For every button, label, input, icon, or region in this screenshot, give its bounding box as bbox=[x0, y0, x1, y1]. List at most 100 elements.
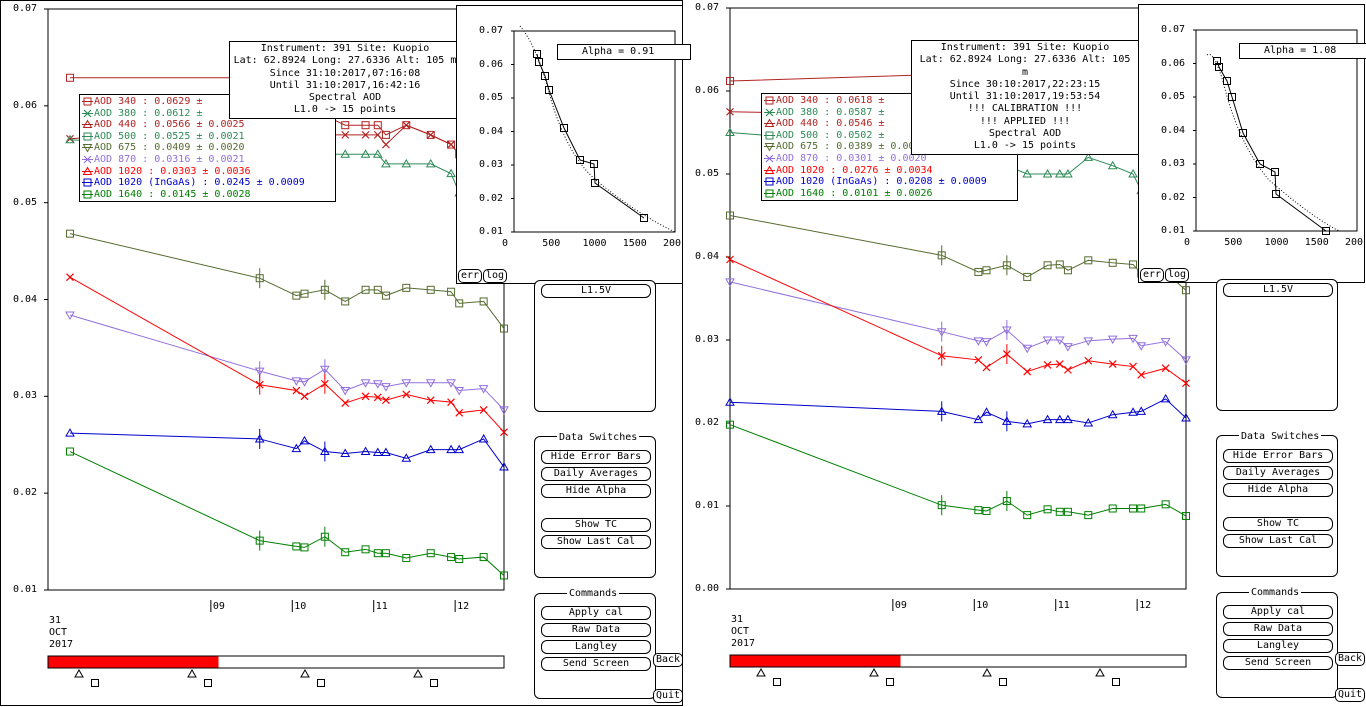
legend-value: : 0.0101 ± 0.0026 bbox=[824, 187, 933, 199]
date-label: 31 bbox=[49, 615, 62, 626]
daily-averages-button[interactable]: Daily Averages bbox=[541, 467, 651, 481]
apply-cal-button[interactable]: Apply cal bbox=[541, 606, 651, 620]
langley-button[interactable]: Langley bbox=[1223, 639, 1333, 653]
back-button[interactable]: Back bbox=[653, 653, 684, 667]
hide-error-bars-button[interactable]: Hide Error Bars bbox=[541, 450, 651, 464]
quit-button[interactable]: Quit bbox=[1335, 688, 1366, 702]
legend-entry: AOD 1640 : 0.0145 ± 0.0028 bbox=[82, 189, 332, 201]
commands-title: Commands bbox=[567, 588, 620, 599]
alpha-inset-chart: 0.07 0.06 0.05 0.04 0.03 0.02 0.01 0 500 1000 1500… bbox=[456, 5, 691, 284]
plot-frame bbox=[729, 7, 1187, 590]
hide-alpha-button[interactable]: Hide Alpha bbox=[1223, 483, 1333, 497]
legend-value: : 0.0525 ± 0.0021 bbox=[136, 130, 245, 142]
legend-name: AOD 1020 bbox=[776, 164, 825, 176]
apply-cal-button[interactable]: Apply cal bbox=[1223, 605, 1333, 619]
x-tick-label: 09 bbox=[212, 601, 225, 612]
data-point bbox=[1023, 367, 1032, 376]
quit-button[interactable]: Quit bbox=[653, 689, 684, 703]
series-aod-1020-ingaas- bbox=[725, 393, 1191, 432]
left-aod-window: 0.07 0.06 0.05 0.04 0.03 0.02 0.01 09 10 11 12 31 OC… bbox=[0, 0, 691, 706]
data-point bbox=[447, 398, 455, 407]
data-point bbox=[1054, 336, 1065, 346]
daily-averages-button[interactable]: Daily Averages bbox=[1223, 466, 1333, 480]
info-line: !!! CALIBRATION !!! bbox=[967, 103, 1083, 115]
data-point bbox=[341, 399, 350, 408]
data-point bbox=[1128, 168, 1138, 178]
alpha-data-point bbox=[591, 179, 599, 187]
time-marker bbox=[74, 668, 84, 678]
legend-entry: AOD 870 : 0.0316 ± 0.0021 bbox=[82, 154, 332, 166]
data-point bbox=[65, 428, 75, 437]
data-point bbox=[426, 285, 435, 294]
data-point bbox=[254, 433, 265, 443]
legend-name: AOD 870 bbox=[776, 152, 819, 164]
send-screen-button[interactable]: Send Screen bbox=[541, 657, 651, 671]
data-point bbox=[341, 297, 350, 306]
y-tick-label: 0.02 bbox=[13, 487, 38, 499]
legend-marker-shape bbox=[765, 177, 774, 186]
data-point bbox=[1129, 260, 1138, 269]
legend-marker-icon bbox=[82, 97, 93, 106]
alpha-inset-svg bbox=[1193, 29, 1358, 235]
data-point bbox=[65, 229, 74, 238]
langley-button[interactable]: Langley bbox=[541, 640, 651, 654]
info-line: L1.0 -> 15 points bbox=[293, 104, 397, 116]
hide-alpha-button[interactable]: Hide Alpha bbox=[541, 484, 651, 498]
back-button[interactable]: Back bbox=[1335, 652, 1366, 666]
alpha-data-point bbox=[590, 160, 598, 168]
show-last-cal-button[interactable]: Show Last Cal bbox=[1223, 534, 1333, 548]
data-point bbox=[320, 285, 329, 294]
data-point bbox=[361, 121, 370, 130]
level-button[interactable]: L1.5V bbox=[541, 284, 651, 298]
info-box: Instrument: 391 Site: Kuopio Lat: 62.8924… bbox=[911, 40, 1139, 155]
info-line: L1.0 -> 15 points bbox=[973, 140, 1077, 152]
data-point bbox=[65, 311, 75, 321]
data-point bbox=[726, 420, 734, 429]
data-point bbox=[478, 385, 489, 394]
legend-name: AOD 380 bbox=[94, 107, 137, 119]
data-point bbox=[1181, 413, 1191, 422]
alpha-data-point bbox=[1272, 190, 1280, 198]
time-marker bbox=[886, 678, 894, 686]
err-button[interactable]: err bbox=[458, 269, 483, 283]
err-button[interactable]: err bbox=[1140, 268, 1165, 282]
data-point bbox=[1001, 416, 1012, 425]
data-point bbox=[1136, 406, 1147, 415]
alpha-data-point bbox=[640, 214, 648, 222]
data-point bbox=[455, 555, 464, 564]
inset-y-tick-label: 0.01 bbox=[479, 226, 504, 237]
data-point bbox=[425, 158, 436, 168]
data-point bbox=[1022, 418, 1033, 428]
raw-data-button[interactable]: Raw Data bbox=[1223, 622, 1333, 636]
log-button[interactable]: log bbox=[1165, 268, 1190, 282]
show-tc-button[interactable]: Show TC bbox=[541, 518, 651, 532]
legend-name: AOD 870 bbox=[94, 153, 137, 165]
show-tc-button[interactable]: Show TC bbox=[1223, 517, 1333, 531]
raw-data-button[interactable]: Raw Data bbox=[541, 623, 651, 637]
data-point bbox=[499, 462, 509, 471]
data-point bbox=[291, 443, 302, 453]
legend-marker-icon bbox=[82, 144, 93, 153]
series-aod-1640 bbox=[726, 420, 1190, 520]
data-point bbox=[1022, 344, 1033, 354]
data-point bbox=[425, 444, 436, 454]
log-button[interactable]: log bbox=[483, 269, 508, 283]
series-line bbox=[729, 215, 1187, 291]
level-button[interactable]: L1.5V bbox=[1223, 283, 1333, 297]
info-line: Lat: 62.8924 Long: 27.6336 Alt: 105 m bbox=[919, 54, 1131, 78]
data-point bbox=[973, 414, 984, 424]
send-screen-button[interactable]: Send Screen bbox=[1223, 656, 1333, 670]
data-point bbox=[300, 543, 309, 552]
data-point bbox=[426, 130, 435, 139]
data-point bbox=[981, 338, 992, 347]
data-point bbox=[1107, 335, 1118, 345]
show-last-cal-button[interactable]: Show Last Cal bbox=[541, 535, 651, 549]
data-point bbox=[373, 285, 382, 294]
x-tick-label: 12 bbox=[457, 601, 470, 612]
hide-error-bars-button[interactable]: Hide Error Bars bbox=[1223, 449, 1333, 463]
data-point bbox=[447, 287, 456, 296]
time-marker bbox=[300, 668, 310, 678]
legend-marker-icon bbox=[82, 190, 93, 199]
date-label: 2017 bbox=[49, 639, 74, 650]
data-point bbox=[1160, 393, 1171, 403]
